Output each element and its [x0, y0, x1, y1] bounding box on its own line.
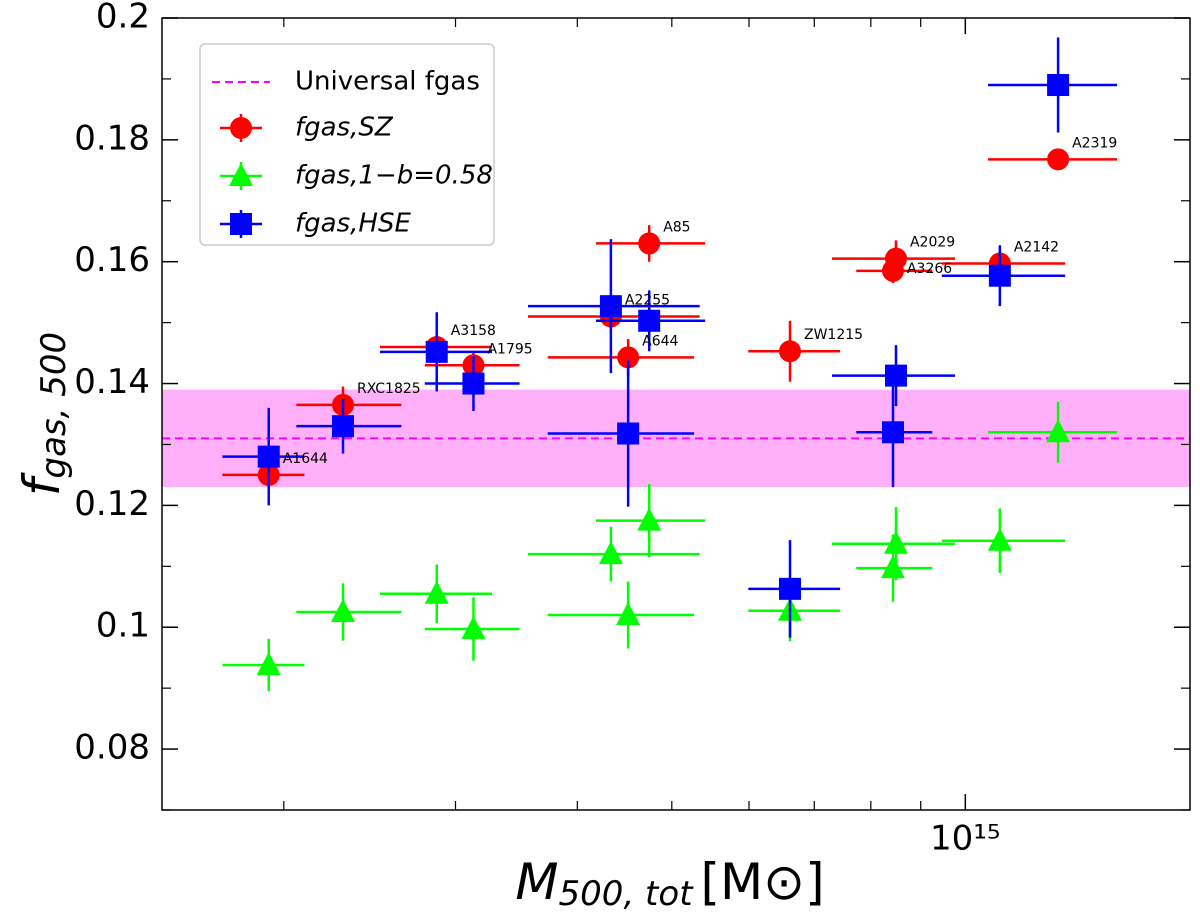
y-tick-label: 0.1 — [96, 606, 150, 646]
cluster-label: RXC1825 — [357, 381, 421, 397]
point — [462, 372, 485, 395]
cluster-label: ZW1215 — [804, 327, 863, 343]
legend-label: fgas,SZ — [295, 113, 394, 143]
cluster-label: A2029 — [910, 235, 955, 251]
point — [257, 445, 280, 468]
point — [884, 247, 907, 270]
legend-label: Universal fgas — [295, 67, 480, 97]
legend-marker — [230, 213, 252, 235]
point — [616, 602, 641, 626]
x-tick-label: 10¹⁵ — [930, 819, 1001, 859]
cluster-label: A2255 — [625, 293, 670, 309]
point — [779, 340, 802, 363]
y-label-sub: gas, 500 — [34, 332, 74, 479]
cluster-label: A3158 — [451, 323, 496, 339]
point — [256, 652, 281, 676]
x-label-unit: [M⊙] — [701, 853, 825, 911]
plot-frame — [161, 17, 1191, 811]
cluster-label: A1795 — [487, 341, 532, 357]
point — [884, 364, 907, 387]
y-tick-label: 0.12 — [74, 484, 150, 524]
y-tick-label: 0.14 — [74, 362, 150, 402]
point — [617, 346, 640, 369]
point — [425, 340, 448, 363]
point — [461, 616, 486, 640]
point — [1047, 148, 1070, 171]
legend-box — [199, 43, 495, 246]
cluster-label: A2142 — [1014, 240, 1059, 256]
point — [638, 232, 661, 255]
cluster-label: A2319 — [1072, 135, 1117, 151]
point — [1046, 419, 1071, 443]
point — [638, 309, 661, 332]
point — [987, 527, 1012, 551]
x-label-main: M — [515, 853, 558, 911]
point — [331, 415, 354, 438]
legend-marker — [229, 163, 253, 186]
y-tick-label: 0.16 — [74, 240, 150, 280]
point — [598, 541, 623, 565]
point — [779, 577, 802, 600]
cluster-label: A85 — [663, 219, 690, 235]
point — [617, 422, 640, 445]
y-tick-label: 0.2 — [96, 0, 150, 37]
x-axis-label: M500, tot [M⊙] — [515, 853, 824, 914]
point — [637, 507, 662, 531]
point — [881, 421, 904, 444]
legend-marker — [230, 117, 252, 139]
point — [880, 555, 905, 579]
cluster-label: A3266 — [907, 261, 952, 277]
point — [599, 295, 622, 318]
legend-label: fgas,HSE — [295, 209, 411, 239]
legend-label: fgas,1−b=0.58 — [295, 161, 493, 191]
cluster-label: A1644 — [283, 451, 328, 467]
x-label-sub: 500, tot — [559, 874, 695, 914]
point — [330, 599, 355, 622]
cluster-label: A644 — [642, 333, 678, 349]
point — [988, 264, 1011, 287]
point — [424, 580, 449, 604]
y-tick-label: 0.08 — [74, 728, 150, 768]
point — [1047, 74, 1070, 97]
y-tick-label: 0.18 — [74, 118, 150, 158]
y-axis-label: fgas, 500 — [13, 332, 74, 496]
point — [883, 530, 908, 554]
legend: Universal fgas fgas,SZ fgas,1−b=0.58 fgas,H… — [199, 43, 495, 246]
